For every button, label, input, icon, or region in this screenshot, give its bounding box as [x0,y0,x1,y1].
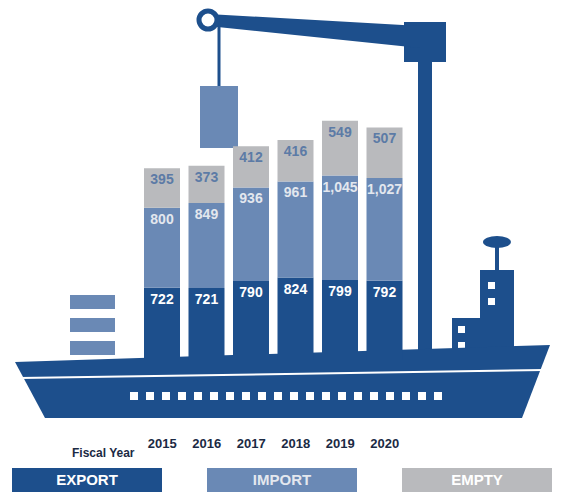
svg-text:395: 395 [150,171,174,187]
svg-text:2015: 2015 [148,436,177,451]
svg-text:824: 824 [284,281,308,297]
svg-text:2019: 2019 [326,436,355,451]
svg-text:549: 549 [328,124,352,140]
svg-text:792: 792 [373,284,397,300]
svg-text:373: 373 [195,169,219,185]
svg-text:722: 722 [150,291,174,307]
html-text:EMPTY: EMPTY [451,471,503,488]
svg-text:412: 412 [239,149,263,165]
html-text:IMPORT: IMPORT [252,471,312,488]
svg-text:800: 800 [150,211,174,227]
svg-text:936: 936 [239,190,263,206]
svg-text:2016: 2016 [192,436,221,451]
svg-text:2020: 2020 [370,436,399,451]
svg-text:790: 790 [239,284,263,300]
svg-text:416: 416 [284,143,308,159]
svg-text:799: 799 [328,283,352,299]
html-text:EXPORT: EXPORT [56,471,118,488]
svg-text:961: 961 [284,184,308,200]
svg-text:2017: 2017 [237,436,266,451]
svg-text:2018: 2018 [281,436,310,451]
svg-text:721: 721 [195,291,219,307]
svg-text:1,027: 1,027 [367,181,402,197]
html-text:Fiscal Year: Fiscal Year [72,446,135,460]
svg-text:507: 507 [373,130,397,146]
svg-text:849: 849 [195,206,219,222]
svg-text:1,045: 1,045 [322,179,357,195]
